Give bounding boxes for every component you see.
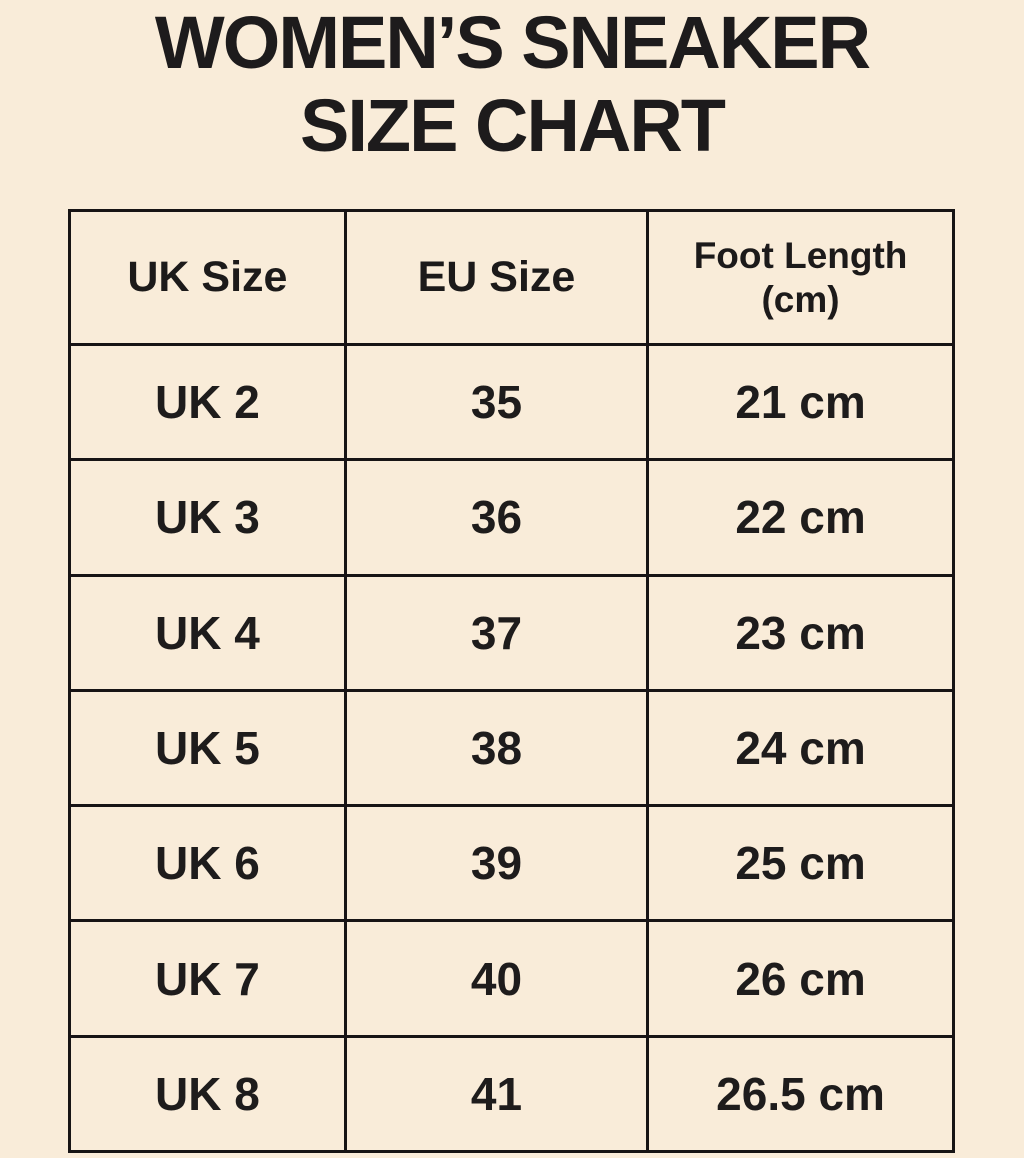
table-row: UK 6 39 25 cm <box>68 804 955 923</box>
page-title-line-1: WOMEN’S SNEAKER <box>154 1 871 84</box>
cell-uk-size: UK 3 <box>68 458 347 577</box>
size-chart-body: UK 2 35 21 cm UK 3 36 22 cm UK 4 37 23 c… <box>68 342 955 1154</box>
cell-uk-size: UK 7 <box>68 919 347 1038</box>
column-header-foot-length: Foot Length (cm) <box>646 209 955 346</box>
cell-uk-size: UK 2 <box>68 342 347 462</box>
size-chart-table: UK Size EU Size Foot Length (cm) UK 2 35… <box>68 209 955 1154</box>
cell-foot-length: 26.5 cm <box>646 1034 955 1154</box>
cell-foot-length: 22 cm <box>646 458 955 577</box>
cell-uk-size: UK 6 <box>68 804 347 923</box>
cell-foot-length: 26 cm <box>646 919 955 1038</box>
column-header-eu-size: EU Size <box>343 209 650 346</box>
size-chart-header: UK Size EU Size Foot Length (cm) <box>68 209 955 346</box>
cell-uk-size: UK 8 <box>68 1034 347 1154</box>
cell-eu-size: 37 <box>343 573 650 692</box>
cell-uk-size: UK 5 <box>68 688 347 808</box>
table-row: UK 2 35 21 cm <box>68 342 955 462</box>
table-row: UK 3 36 22 cm <box>68 458 955 577</box>
cell-eu-size: 38 <box>343 688 650 808</box>
cell-eu-size: 36 <box>343 458 650 577</box>
column-header-foot-length-unit: (cm) <box>761 278 840 320</box>
page-title-line-2: SIZE CHART <box>300 83 726 167</box>
cell-foot-length: 24 cm <box>646 688 955 808</box>
table-row: UK 8 41 26.5 cm <box>68 1034 955 1154</box>
page-title: WOMEN’S SNEAKER SIZE CHART <box>0 1 1024 168</box>
cell-uk-size: UK 4 <box>68 573 347 692</box>
cell-foot-length: 25 cm <box>646 804 955 923</box>
cell-foot-length: 21 cm <box>646 342 955 462</box>
column-header-foot-length-label: Foot Length <box>693 234 908 276</box>
table-row: UK 4 37 23 cm <box>68 573 955 692</box>
cell-eu-size: 35 <box>343 342 650 462</box>
table-row: UK 7 40 26 cm <box>68 919 955 1038</box>
header-row: UK Size EU Size Foot Length (cm) <box>68 209 955 346</box>
table-row: UK 5 38 24 cm <box>68 688 955 808</box>
column-header-uk-size: UK Size <box>68 209 347 346</box>
cell-eu-size: 41 <box>343 1034 650 1154</box>
cell-eu-size: 39 <box>343 804 650 923</box>
cell-foot-length: 23 cm <box>646 573 955 692</box>
cell-eu-size: 40 <box>343 919 650 1038</box>
